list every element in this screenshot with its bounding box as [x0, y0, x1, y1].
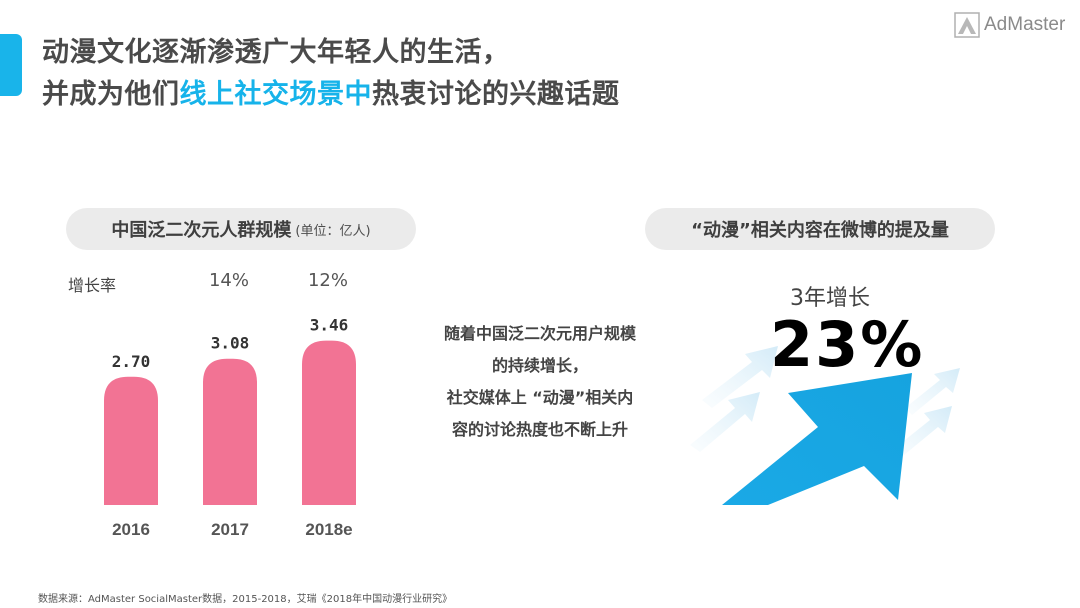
- faded-arrow-icon: [702, 346, 778, 408]
- admaster-logo: AdMaster: [954, 12, 1065, 38]
- logo-text: AdMaster: [984, 14, 1066, 35]
- growth-rate-2018e: 12%: [307, 270, 348, 291]
- right-panel-title: “动漫”相关内容在微博的提及量: [691, 220, 949, 241]
- accent-bar: [0, 34, 22, 96]
- growth-rate-2017: 14%: [208, 270, 249, 291]
- left-panel-title: 中国泛二次元人群规模: [111, 220, 292, 241]
- data-source-note: 数据来源：AdMaster SocialMaster数据，2015-2018，艾…: [38, 594, 453, 605]
- bar-value-label: 2.70: [112, 352, 151, 371]
- title-line2-highlight: 线上社交场景中: [179, 79, 372, 110]
- left-panel-unit: (单位：亿人): [295, 223, 371, 239]
- admaster-logo-icon: [954, 12, 980, 38]
- side-text-block: 随着中国泛二次元用户规模 的持续增长， 社交媒体上 “动漫”相关内 容的讨论热度…: [415, 318, 665, 446]
- category-label: 2018e: [305, 520, 352, 539]
- big-growth-arrow-icon: [722, 373, 912, 505]
- title-line2-pre: 并成为他们: [42, 79, 180, 110]
- left-panel-pill: 中国泛二次元人群规模 (单位：亿人): [66, 208, 416, 250]
- right-panel-pill: “动漫”相关内容在微博的提及量: [645, 208, 995, 250]
- growth-value: 23%: [770, 308, 925, 381]
- bar-2017: [203, 358, 257, 505]
- faded-arrow-icon: [690, 392, 760, 452]
- side-text-line-3: 社交媒体上 “动漫”相关内: [446, 388, 634, 407]
- bar-value-label: 3.08: [211, 334, 250, 353]
- growth-rate-label: 增长率: [68, 276, 117, 295]
- population-bar-chart: 2.70 2016 3.08 2017 3.46 2018e: [104, 316, 356, 539]
- category-label: 2016: [112, 520, 150, 539]
- growth-title: 3年增长: [790, 286, 870, 311]
- faded-arrow-icon: [905, 368, 960, 415]
- faded-arrow-icon: [890, 406, 952, 460]
- bar-2016: [104, 376, 158, 505]
- side-text-line-1: 随着中国泛二次元用户规模: [443, 324, 636, 343]
- bar-2018e: [302, 340, 356, 505]
- category-label: 2017: [211, 520, 249, 539]
- slide-title-line2: 并成为他们线上社交场景中热衷讨论的兴趣话题: [42, 72, 620, 111]
- side-text-line-2: 的持续增长，: [491, 356, 588, 375]
- bar-value-label: 3.46: [310, 316, 349, 335]
- title-line2-post: 热衷讨论的兴趣话题: [372, 79, 620, 110]
- slide-title-line1: 动漫文化逐渐渗透广大年轻人的生活，: [42, 37, 510, 68]
- side-text-line-4: 容的讨论热度也不断上升: [451, 420, 628, 439]
